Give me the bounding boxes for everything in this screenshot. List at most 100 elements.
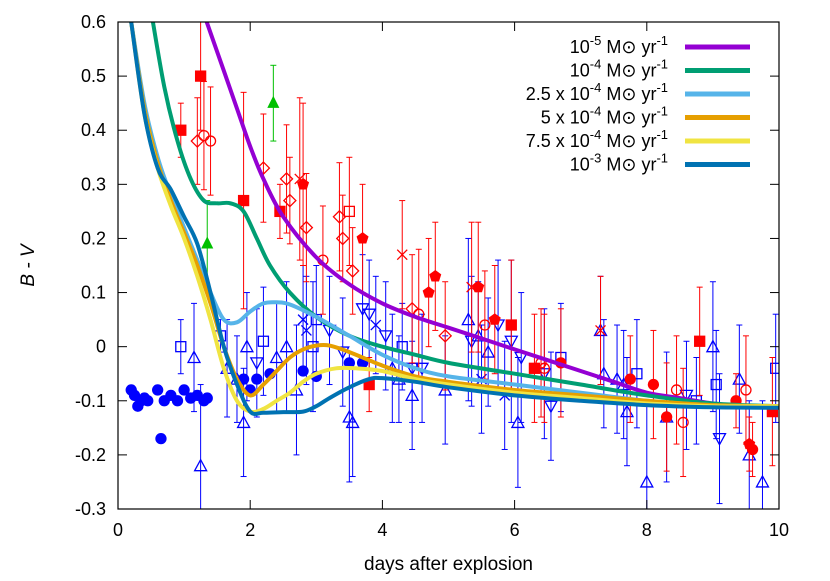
blue-point-56 [710, 378, 722, 391]
blue-filled-circle-11 [178, 384, 190, 396]
blue-errorbar-46 [600, 319, 607, 429]
blue-errorbar-32 [465, 237, 472, 402]
red-point-40 [677, 416, 689, 429]
x-tick-label-3: 6 [510, 520, 520, 540]
blue-point-1 [186, 350, 202, 364]
red-point-5 [237, 194, 250, 207]
blue-errorbar-55 [709, 281, 716, 413]
red-errorbar-43 [742, 335, 749, 445]
model-curve-4 [129, 22, 779, 415]
model-curve-5 [129, 22, 779, 416]
red-point-29 [488, 313, 501, 325]
blue-filled-circle-20 [297, 365, 309, 377]
observation-layer [125, 22, 779, 509]
blue-point-60 [755, 474, 770, 488]
red-errorbar-25 [442, 281, 449, 391]
red-point-25 [438, 328, 453, 343]
plot-frame [117, 21, 780, 510]
x-tick-label-0: 0 [113, 520, 123, 540]
red-point-35 [595, 324, 606, 336]
blue-errorbar-2 [197, 384, 204, 509]
y-tick-label-1: -0.2 [75, 445, 106, 465]
legend-label-0: 10-5 M⊙ yr-1 [570, 33, 668, 57]
legend-row-3: 5 x 10-4 M⊙ yr-1 [541, 104, 750, 128]
red-point-11 [297, 177, 310, 190]
red-errorbar-6 [260, 113, 267, 223]
blue-errorbar-53 [683, 340, 690, 450]
blue-errorbar-18 [339, 297, 346, 407]
red-point-24 [429, 269, 442, 282]
blue-errorbar-6 [240, 367, 247, 478]
legend-row-1: 10-4 M⊙ yr-1 [570, 57, 750, 81]
y-tick-label-7: 0.4 [81, 120, 106, 140]
blue-errorbar-10 [273, 302, 280, 413]
blue-errorbar-50 [633, 319, 640, 429]
blue-point-22 [362, 308, 377, 322]
red-point-45 [746, 443, 759, 456]
red-errorbar-12 [303, 173, 310, 283]
blue-errorbar-56 [713, 329, 720, 440]
red-errorbar-2 [194, 97, 201, 185]
blue-point-2 [193, 458, 208, 472]
y-axis-label: B - V [18, 242, 39, 287]
y-tick-label-5: 0.2 [81, 228, 106, 248]
red-point-15 [335, 231, 350, 246]
red-point-39 [670, 384, 683, 396]
blue-point-14 [300, 324, 312, 336]
blue-filled-circle-10 [171, 395, 184, 407]
blue-point-10 [269, 350, 284, 364]
blue-errorbar-0 [177, 319, 184, 375]
legend-row-4: 7.5 x 10-4 M⊙ yr-1 [526, 127, 750, 151]
y-tick-label-0: -0.3 [75, 499, 106, 519]
red-point-18 [356, 232, 369, 244]
red-point-28 [479, 319, 491, 331]
red-point-23 [422, 286, 435, 298]
blue-point-9 [257, 335, 270, 347]
red-point-27 [472, 280, 485, 293]
legend-label-3: 5 x 10-4 M⊙ yr-1 [541, 104, 668, 128]
red-errorbar-39 [673, 335, 680, 445]
model-curve-1 [150, 22, 779, 409]
red-point-38 [660, 411, 673, 423]
blue-errorbar-22 [366, 259, 373, 369]
blue-errorbar-41 [518, 292, 525, 423]
y-tick-label-9: 0.6 [81, 12, 106, 32]
red-point-17 [345, 263, 360, 278]
red-point-16 [343, 205, 356, 218]
legend-label-2: 2.5 x 10-4 M⊙ yr-1 [526, 80, 668, 104]
red-errorbar-21 [409, 254, 416, 364]
blue-point-20 [345, 415, 360, 429]
blue-point-6 [236, 415, 251, 429]
blue-filled-circle-18 [251, 373, 263, 385]
blue-errorbar-43 [547, 351, 554, 461]
red-point-1 [194, 70, 207, 82]
legend-row-5: 10-3 M⊙ yr-1 [570, 151, 750, 175]
y-tick-label-6: 0.3 [81, 174, 106, 194]
blue-errorbar-58 [736, 324, 743, 434]
model-curve-2 [129, 22, 779, 409]
red-point-41 [694, 335, 706, 347]
red-errorbar-17 [349, 227, 356, 315]
red-errorbar-14 [336, 162, 343, 272]
blue-errorbar-12 [293, 324, 300, 456]
red-point-8 [279, 172, 294, 186]
x-tick-label-1: 2 [245, 520, 255, 540]
legend: 10-5 M⊙ yr-110-4 M⊙ yr-12.5 x 10-4 M⊙ yr… [526, 33, 750, 175]
x-tick-label-2: 4 [377, 520, 387, 540]
legend-label-4: 7.5 x 10-4 M⊙ yr-1 [526, 127, 668, 151]
x-tick-label-5: 10 [769, 520, 789, 540]
axis-tick-layer: 0 2 4 6 8 10 -0.3 -0.2 -0.1 0 0.1 0.2 0.3 0.4 0.5 0.6 [75, 12, 789, 540]
red-errorbar-4 [207, 86, 214, 196]
x-tick-label-4: 8 [642, 520, 652, 540]
legend-row-2: 2.5 x 10-4 M⊙ yr-1 [526, 80, 750, 104]
y-tick-label-4: 0.1 [81, 283, 106, 303]
blue-point-24 [378, 330, 393, 344]
y-tick-label-8: 0.5 [81, 66, 106, 86]
blue-filled-circle-6 [152, 384, 164, 396]
y-tick-label-3: 0 [96, 337, 106, 357]
legend-label-5: 10-3 M⊙ yr-1 [570, 151, 668, 175]
blue-errorbar-47 [614, 324, 621, 434]
blue-errorbar-60 [759, 400, 766, 509]
y-tick-label-2: -0.1 [75, 391, 106, 411]
